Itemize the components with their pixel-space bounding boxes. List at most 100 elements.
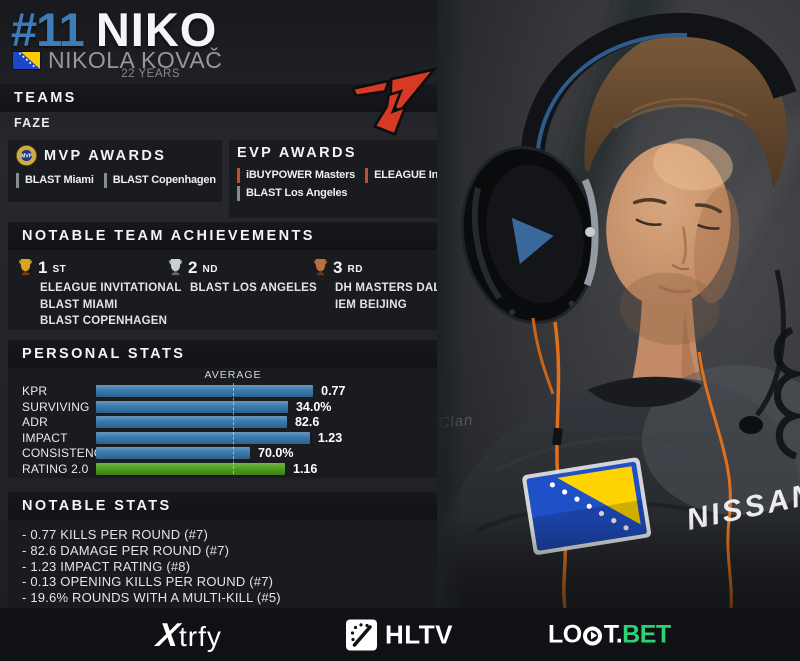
player-name-row: NIKOLA KOVAČ xyxy=(13,47,222,74)
award-row: BLAST Los Angeles xyxy=(237,186,429,201)
stat-bar xyxy=(96,447,251,459)
award-item: BLAST Copenhagen xyxy=(103,173,216,188)
stat-row: SURVIVING 34.0% xyxy=(22,399,423,414)
player-rank: #11 xyxy=(11,3,85,56)
stat-label: KPR xyxy=(22,384,48,398)
notable-stat-item: - 19.6% ROUNDS WITH A MULTI-KILL (#5) xyxy=(22,590,281,606)
award-item: BLAST Miami xyxy=(16,173,94,188)
personal-stats-header: PERSONAL STATS xyxy=(8,340,437,368)
page-title: #11 NIKO xyxy=(11,2,217,57)
achievements-header-label: NOTABLE TEAM ACHIEVEMENTS xyxy=(22,228,315,244)
stat-value: 34.0% xyxy=(295,399,332,414)
hltv-gauge-icon xyxy=(346,619,377,650)
stat-bar xyxy=(96,462,285,475)
stat-row: RATING 2.0 1.16 xyxy=(22,461,423,476)
stat-value: 70.0% xyxy=(258,446,294,460)
placement-number: 2 xyxy=(188,258,198,277)
stat-track: 1.23 xyxy=(96,430,423,445)
stat-label: SURVIVING xyxy=(22,399,90,414)
event-name: DH MASTERS DALLAS xyxy=(335,282,465,294)
average-line xyxy=(233,383,234,474)
placement-number: 1 xyxy=(38,258,48,277)
xtrfy-wordmark: trfy xyxy=(179,620,222,652)
trophy-bronze-icon xyxy=(313,259,328,276)
sponsor-lootbet-logo: LO T. BET xyxy=(548,620,671,649)
placement-number: 3 xyxy=(333,258,343,277)
award-row: BLAST Miami BLAST Copenhagen xyxy=(16,173,216,188)
stat-label: CONSISTENCY xyxy=(22,446,111,460)
stat-label: RATING 2.0 xyxy=(22,461,89,476)
placement-events: ELEAGUE INVITATIONAL BLAST MIAMI BLAST COP… xyxy=(40,280,181,330)
stat-track: 82.6 xyxy=(96,415,423,429)
personal-stats-panel: PERSONAL STATS AVERAGE KPR 0.77 SURVIVING 3… xyxy=(8,340,437,478)
mvp-awards-panel: MVP MVP AWARDS BLAST Miami BLAST Copenhag… xyxy=(8,140,222,202)
event-name: BLAST MIAMI xyxy=(40,298,118,311)
achievement-column: 2 ND BLAST LOS ANGELES xyxy=(168,258,317,330)
stat-value: 1.23 xyxy=(317,430,343,445)
stat-track: 70.0% xyxy=(96,446,423,460)
stat-bar xyxy=(96,385,314,397)
svg-text:MVP: MVP xyxy=(21,154,33,160)
headset-earcup xyxy=(460,146,598,324)
notable-stat-item: - 82.6 DAMAGE PER ROUND (#7) xyxy=(22,542,230,558)
faze-clan-logo-icon xyxy=(350,67,437,136)
stat-bar xyxy=(96,416,287,428)
teams-header-label: TEAMS xyxy=(14,90,77,106)
average-label: AVERAGE xyxy=(204,369,262,381)
play-icon xyxy=(583,626,603,645)
event-name: BLAST LOS ANGELES xyxy=(190,282,317,294)
stat-track: 0.77 xyxy=(96,384,423,398)
evp-awards-header: EVP AWARDS xyxy=(229,140,437,164)
stat-track: 34.0% xyxy=(96,399,423,414)
notable-stats-header: NOTABLE STATS xyxy=(8,492,437,520)
notable-stat-item: - 1.23 IMPACT RATING (#8) xyxy=(22,558,191,574)
lootbet-prefix: LO xyxy=(548,620,582,648)
achievement-placements: 1 ST ELEAGUE INVITATIONAL BLAST MIAMI BLAST … xyxy=(8,250,464,330)
personal-stats-chart: AVERAGE KPR 0.77 SURVIVING 34.0% ADR 82.6 IMPA… xyxy=(8,368,437,478)
notable-stats-list: - 0.77 KILLS PER ROUND (#7) - 82.6 DAMAGE… xyxy=(8,520,437,606)
placement-events: BLAST LOS ANGELES xyxy=(190,280,317,297)
placement-head: 3 RD xyxy=(313,258,464,276)
player-real-name: NIKOLA KOVAČ xyxy=(48,47,223,73)
award-item: iBUYPOWER Masters xyxy=(237,168,355,183)
stat-track: 1.16 xyxy=(96,461,423,476)
placement-suffix: ST xyxy=(52,264,67,275)
stat-bar xyxy=(96,431,310,444)
mvp-medal-icon: MVP xyxy=(16,145,37,166)
evp-award-items: iBUYPOWER Masters ELEAGUE Invitational BLA… xyxy=(229,164,485,202)
stat-row: ADR 82.6 xyxy=(22,415,423,429)
lootbet-bet: BET xyxy=(622,620,671,648)
teams-section-header: TEAMS xyxy=(0,84,437,112)
stat-label: IMPACT xyxy=(22,430,68,445)
stat-row: KPR 0.77 xyxy=(22,384,423,398)
mvp-awards-header-label: MVP AWARDS xyxy=(44,147,167,164)
notable-stat-item: - 0.77 KILLS PER ROUND (#7) xyxy=(22,527,209,542)
xtrfy-x-glyph: X xyxy=(154,615,182,653)
stat-label: ADR xyxy=(22,415,48,429)
mvp-awards-header: MVP MVP AWARDS xyxy=(8,140,222,169)
stat-value: 82.6 xyxy=(294,415,320,429)
evp-awards-header-label: EVP AWARDS xyxy=(237,145,357,161)
hltv-wordmark: HLTV xyxy=(385,619,453,649)
achievement-column: 1 ST ELEAGUE INVITATIONAL BLAST MIAMI BLAST … xyxy=(18,258,181,330)
stat-value: 1.16 xyxy=(293,461,318,476)
sponsor-hltv-logo: HLTV xyxy=(346,619,453,650)
personal-stats-header-label: PERSONAL STATS xyxy=(22,346,186,362)
placement-suffix: RD xyxy=(347,264,363,275)
stat-row: IMPACT 1.23 xyxy=(22,430,423,445)
evp-awards-panel: EVP AWARDS iBUYPOWER Masters ELEAGUE Invi… xyxy=(229,140,485,218)
achievement-column: 3 RD DH MASTERS DALLAS IEM BEIJING xyxy=(313,258,464,330)
notable-stat-item: - 0.13 OPENING KILLS PER ROUND (#7) xyxy=(22,574,274,590)
stat-bar xyxy=(96,400,288,413)
award-item: BLAST Los Angeles xyxy=(237,186,348,201)
event-name: BLAST COPENHAGEN xyxy=(40,315,168,327)
trophy-silver-icon xyxy=(168,259,183,276)
achievements-panel: NOTABLE TEAM ACHIEVEMENTS 1 ST ELEAGUE INV… xyxy=(8,222,464,330)
achievements-header: NOTABLE TEAM ACHIEVEMENTS xyxy=(8,222,437,250)
placement-suffix: ND xyxy=(202,264,218,275)
placement-events: DH MASTERS DALLAS IEM BEIJING xyxy=(335,280,464,313)
stat-value: 0.77 xyxy=(321,384,346,398)
mvp-award-items: BLAST Miami BLAST Copenhagen xyxy=(8,169,222,189)
